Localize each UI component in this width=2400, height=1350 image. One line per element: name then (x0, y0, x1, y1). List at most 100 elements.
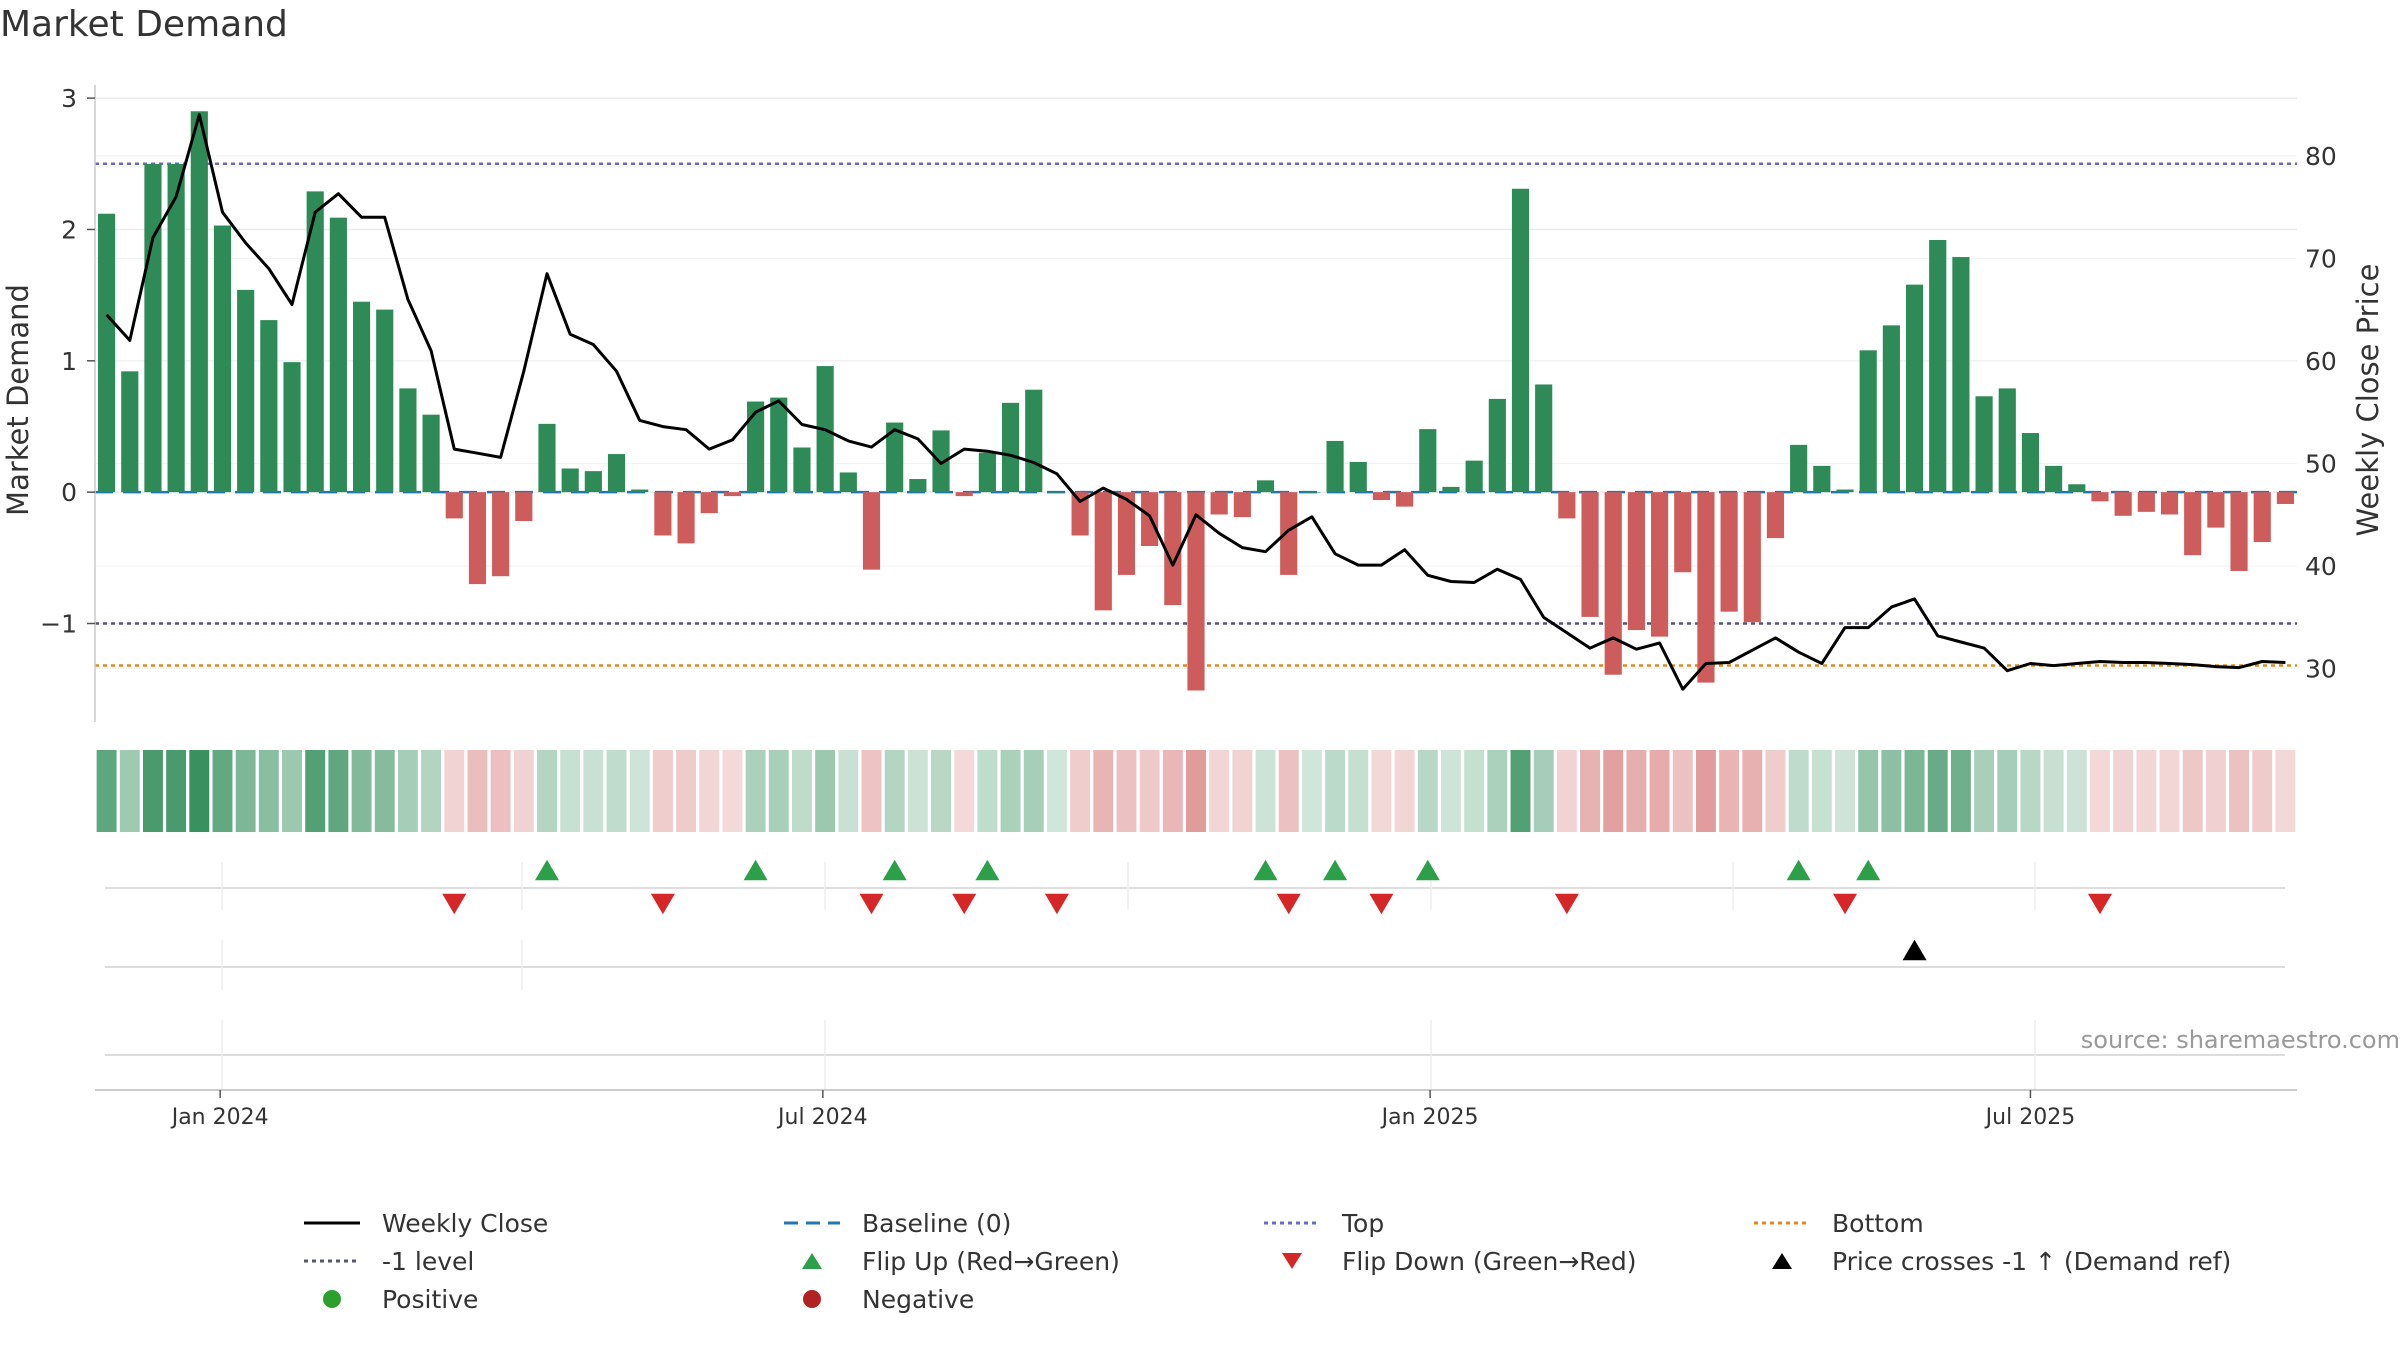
heat-cell (212, 750, 233, 832)
weekly-close-line (105, 113, 2286, 691)
demand-bar (723, 492, 741, 497)
heat-cell (2136, 750, 2157, 832)
demand-bar (1859, 350, 1877, 493)
heat-cell (1719, 750, 1740, 832)
legend-item: Bottom (1750, 1205, 1924, 1241)
heat-cell (1348, 750, 1369, 832)
heat-cell (1464, 750, 1485, 832)
heat-cell (1301, 750, 1322, 832)
demand-bar (1048, 492, 1066, 493)
demand-bar (422, 414, 440, 493)
demand-bar (793, 447, 811, 493)
heat-cell (2159, 750, 2180, 832)
demand-bar (2091, 492, 2109, 502)
demand-bar (492, 492, 510, 577)
demand-bar (886, 422, 904, 493)
demand-bar (1535, 384, 1553, 493)
demand-bar (2184, 492, 2202, 556)
flip-up-marker (1415, 859, 1440, 881)
flip-down-swatch (1282, 1253, 1302, 1269)
demand-bar (283, 362, 301, 493)
demand-bar (1998, 388, 2016, 493)
flip-down-marker (952, 893, 977, 915)
source-note: source: sharemaestro.com (2081, 1026, 2400, 1054)
heat-cell (1974, 750, 1995, 832)
demand-bar (98, 213, 116, 493)
heat-cell (2182, 750, 2203, 832)
heat-cell (1835, 750, 1855, 832)
flip-marker-rows (105, 859, 2285, 1090)
demand-bar (376, 309, 394, 493)
heat-cell (1093, 750, 1114, 832)
demand-bar (1604, 492, 1622, 675)
demand-bar (1256, 480, 1275, 493)
heat-cell (884, 750, 905, 832)
demand-bar (1303, 492, 1321, 493)
legend-label: Bottom (1832, 1208, 1924, 1238)
negative-dot-swatch (803, 1290, 821, 1308)
heat-cell (1278, 750, 1299, 832)
heat-cell (907, 750, 928, 832)
demand-bar (1001, 402, 1020, 493)
demand-bar (2021, 433, 2040, 493)
heat-cell (1255, 750, 1276, 832)
demand-bar (1488, 398, 1506, 493)
legend-label: Flip Up (Red→Green) (862, 1246, 1120, 1276)
heat-cell (1927, 750, 1948, 832)
heat-cell (2020, 750, 2041, 832)
heat-cell (258, 750, 279, 832)
legend-item: Baseline (0) (780, 1205, 1011, 1241)
heat-cell (490, 750, 511, 832)
heat-cell (1788, 750, 1809, 832)
heat-cell (1162, 750, 1183, 832)
price-cross-marker (1902, 939, 1927, 961)
heat-cell (1186, 750, 1206, 832)
heat-cell (1603, 750, 1624, 832)
flip-up-marker (743, 859, 768, 881)
heat-cell (815, 750, 836, 832)
heat-cell (1695, 750, 1716, 832)
legend-item: Flip Down (Green→Red) (1260, 1243, 1637, 1279)
demand-bar (445, 492, 463, 519)
flip-down-marker (1276, 893, 1301, 915)
demand-bar (862, 492, 881, 570)
y2-tick-label: 60 (2305, 347, 2337, 376)
y2-tick-label: 50 (2305, 450, 2337, 479)
y2-tick-label: 80 (2305, 142, 2337, 171)
heat-cell (2043, 750, 2064, 832)
demand-bar (1164, 492, 1182, 606)
legend-label: Baseline (0) (862, 1208, 1012, 1238)
heat-cell (96, 750, 117, 832)
demand-bar (2276, 492, 2294, 504)
demand-bar (121, 371, 139, 493)
x-tick-label: Jan 2024 (170, 1105, 269, 1130)
x-tick-label: Jan 2025 (1380, 1105, 1479, 1130)
heat-cell (2229, 750, 2250, 832)
heat-cell (328, 750, 349, 832)
legend-label: Price crosses -1 ↑ (Demand ref) (1832, 1246, 2232, 1276)
flip-up-marker (1253, 859, 1278, 881)
heat-cell (537, 750, 557, 832)
demand-bar (747, 401, 765, 493)
heat-cell (1417, 750, 1438, 832)
flip-down-marker (1833, 893, 1858, 915)
heat-cell (1139, 750, 1160, 832)
demand-bar (654, 492, 672, 536)
demand-bar (1790, 444, 1808, 493)
heat-cell (1394, 750, 1415, 832)
y-tick-label: 1 (61, 347, 77, 376)
positive-dot-swatch (323, 1290, 341, 1308)
heat-cell (768, 750, 789, 832)
legend-label: Negative (862, 1284, 975, 1314)
demand-bar (1071, 492, 1089, 536)
heat-cell (2090, 750, 2110, 832)
heat-cell (444, 750, 465, 832)
flip-up-marker (1856, 859, 1881, 881)
demand-bar (329, 217, 347, 493)
y-tick-label: 0 (61, 478, 77, 507)
heat-cell (1023, 750, 1044, 832)
demand-bar (1280, 492, 1298, 575)
demand-bar (1836, 489, 1854, 493)
heat-cell (722, 750, 743, 832)
demand-bar (955, 492, 973, 497)
